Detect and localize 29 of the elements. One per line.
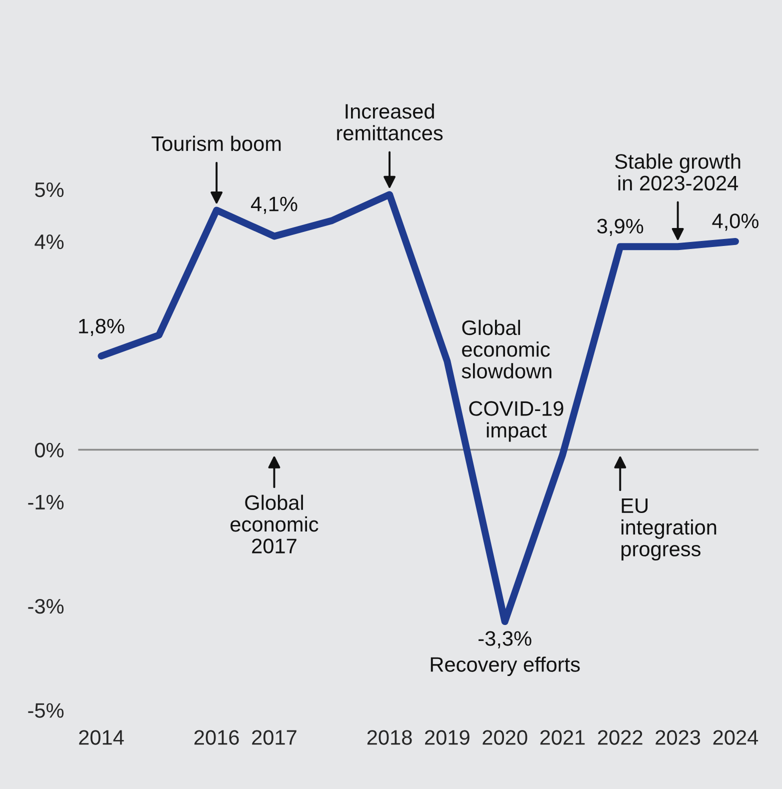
annotation: Recovery efforts (430, 656, 580, 676)
x-tick-label: 2022 (598, 730, 642, 745)
x-tick-label: 2018 (367, 730, 412, 745)
data-label: 3,9% (597, 218, 644, 236)
x-tick-label: 2017 (252, 730, 296, 745)
x-tick-label: 2024 (713, 730, 758, 745)
data-label: 4,0% (712, 214, 758, 231)
data-label: 4,1% (250, 196, 298, 214)
y-tick-label: 0% (35, 442, 64, 458)
x-tick-label: 2020 (482, 730, 528, 745)
annotation: EU integration progress (622, 498, 716, 561)
annotation: Tourism boom (152, 136, 281, 152)
x-tick-label: 2023 (656, 730, 700, 745)
y-tick-label: -3% (28, 598, 64, 614)
y-tick-label: -1% (28, 494, 64, 510)
annotation: Increased remittances (337, 103, 443, 140)
annotation: Global economic 2017 (230, 494, 318, 554)
data-label: 1,8% (79, 318, 124, 336)
y-tick-label: 5% (35, 182, 64, 198)
y-tick-label: -5% (28, 703, 64, 718)
annotation: Global economic slowdown (462, 320, 552, 378)
x-tick-label: 2019 (425, 730, 470, 745)
x-tick-label: 2021 (540, 730, 585, 745)
annotation: Stable growth in 2023-2024 (615, 154, 740, 191)
data-label: -3,3% (478, 631, 532, 648)
x-tick-label: 2014 (79, 730, 124, 745)
x-tick-label: 2016 (194, 730, 239, 745)
annotation: COVID-19 impact (469, 401, 564, 442)
y-tick-label: 4% (34, 234, 64, 250)
